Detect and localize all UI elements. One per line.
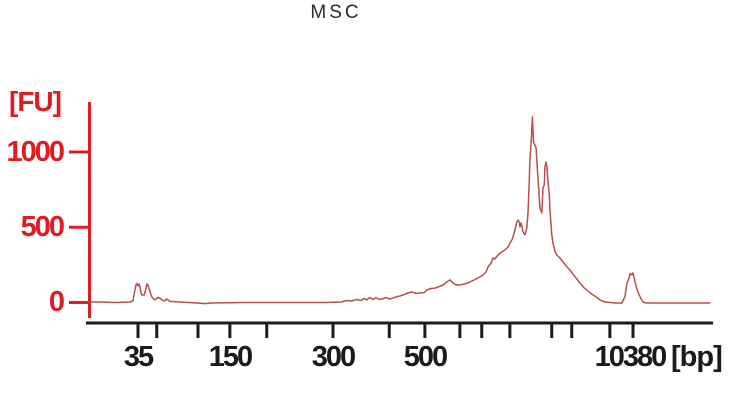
x-tick-label-10380: 10380 (594, 341, 668, 373)
x-tick-label-150: 150 (208, 341, 253, 373)
y-axis-unit-label: [FU] (9, 86, 62, 117)
page-title: MSC (310, 2, 362, 23)
x-axis-unit-label: [bp] (671, 341, 723, 373)
y-tick-label-1000: 1000 (6, 136, 65, 168)
x-tick-label-300: 300 (311, 341, 356, 373)
x-tick-label-35: 35 (123, 341, 154, 373)
x-tick-label-500: 500 (403, 341, 448, 373)
y-tick-label-500: 500 (20, 211, 65, 243)
trace-line (87, 116, 711, 305)
y-tick-label-0: 0 (48, 286, 65, 318)
